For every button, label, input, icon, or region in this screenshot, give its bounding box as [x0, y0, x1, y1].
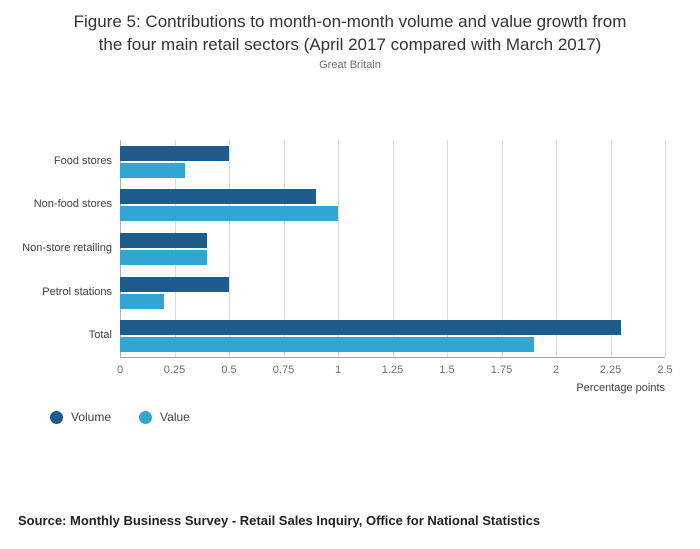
category-label: Non-store retailing [22, 242, 112, 254]
gridline [447, 140, 448, 357]
gridline [501, 140, 503, 357]
legend-item-value: Value [139, 410, 190, 424]
bar-value-total [120, 337, 535, 353]
category-label: Petrol stations [42, 285, 112, 298]
bar-volume-total [120, 320, 622, 336]
category-label: Food stores [53, 154, 112, 167]
bar-value-food-stores [120, 162, 186, 178]
source-note: Source: Monthly Business Survey - Retail… [18, 513, 541, 528]
x-tick-label: 0 [116, 364, 124, 376]
legend-dot-volume [50, 410, 63, 424]
x-tick-label: 2 [552, 364, 560, 376]
x-tick-label: 1 [334, 364, 342, 376]
gridline [338, 140, 339, 357]
bar-volume-non-store-retailing [120, 233, 208, 248]
legend: Volume Value [50, 410, 190, 424]
legend-item-volume: Volume [50, 410, 111, 424]
y-axis-line [120, 140, 121, 357]
plot-area [120, 140, 666, 358]
x-axis-title: Percentage points [576, 382, 665, 394]
x-tick-label: 1.25 [381, 364, 404, 376]
figure-title-line-2: the four main retail sectors (April 2017… [98, 35, 602, 54]
gridline [665, 140, 666, 357]
legend-label: Value [160, 410, 190, 424]
x-tick-label: 1.75 [490, 364, 513, 376]
bar-volume-non-food-stores [120, 189, 317, 205]
bar-volume-petrol-stations [120, 276, 229, 292]
gridline [229, 140, 230, 357]
gridline [556, 140, 557, 357]
x-tick-label: 2.5 [657, 364, 673, 376]
legend-dot-value [139, 410, 153, 424]
bar-value-petrol-stations [120, 293, 164, 309]
category-label: Non-food stores [33, 198, 112, 211]
figure-subtitle: Great Britain [319, 59, 381, 71]
gridline [174, 140, 176, 357]
figure-title: Figure 5: Contributions to month-on-mont… [0, 10, 700, 56]
x-tick-label: 0.75 [272, 364, 295, 376]
bar-value-non-food-stores [120, 206, 338, 222]
bar-value-non-store-retailing [120, 250, 208, 265]
figure-title-line-1: Figure 5: Contributions to month-on-mont… [73, 12, 627, 31]
x-tick-label: 0.25 [163, 364, 186, 376]
x-tick-label: 1.5 [439, 364, 455, 376]
x-tick-label: 2.25 [599, 364, 622, 376]
legend-label: Volume [71, 410, 112, 424]
category-label: Total [88, 329, 112, 342]
bar-volume-food-stores [120, 145, 229, 161]
gridline [283, 140, 285, 357]
x-tick-label: 0.5 [221, 364, 237, 376]
gridline [610, 140, 612, 357]
gridline [392, 140, 394, 357]
